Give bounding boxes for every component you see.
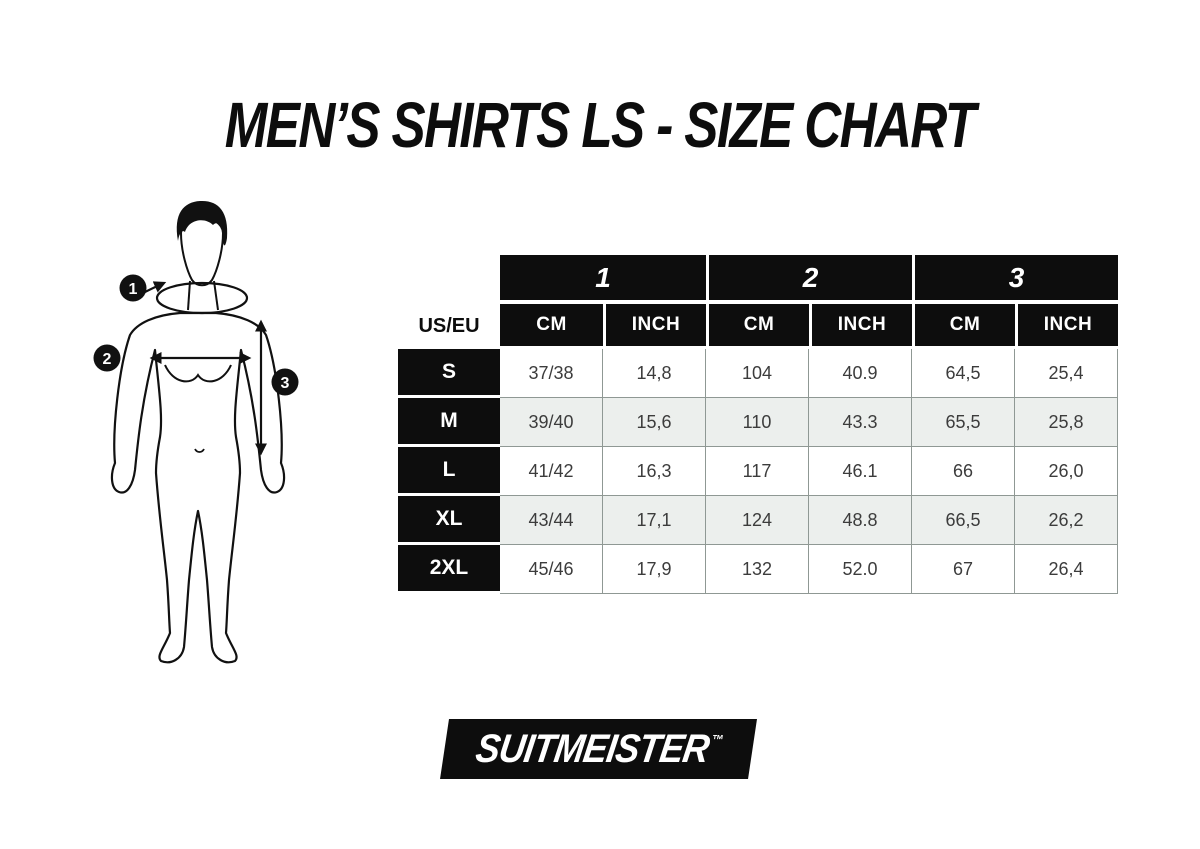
value-cell: 110 [706,398,809,447]
size-label: M [398,398,500,447]
value-cell: 132 [706,545,809,594]
value-cell: 39/40 [500,398,603,447]
page-title: MEN’S SHIRTS LS - SIZE CHART [0,88,1200,162]
value-cell: 17,1 [603,496,706,545]
value-cell: 17,9 [603,545,706,594]
marker-1-label: 1 [129,281,138,298]
figure-face [179,217,225,287]
marker-2-label: 2 [103,351,112,368]
group-header-3: 3 [912,255,1118,304]
value-cell: 48.8 [809,496,912,545]
table-row-l: L 41/42 16,3 117 46.1 66 26,0 [398,447,1118,496]
value-cell: 43.3 [809,398,912,447]
value-cell: 104 [706,349,809,398]
value-cell: 16,3 [603,447,706,496]
table-row-xl: XL 43/44 17,1 124 48.8 66,5 26,2 [398,496,1118,545]
table-row-m: M 39/40 15,6 110 43.3 65,5 25,8 [398,398,1118,447]
value-cell: 25,4 [1015,349,1118,398]
neck-measure-ellipse [155,281,249,315]
marker-2-badge: 2 [93,344,121,372]
navel [194,448,205,453]
figure-hair [176,200,228,246]
value-cell: 26,2 [1015,496,1118,545]
corner-label: US/EU [398,304,500,349]
value-cell: 66,5 [912,496,1015,545]
value-cell: 41/42 [500,447,603,496]
value-cell: 25,8 [1015,398,1118,447]
figure-neck-left [187,280,191,311]
size-table: 1 2 3 US/EU CM INCH CM INCH CM INCH S 37… [398,255,1118,594]
value-cell: 26,4 [1015,545,1118,594]
group-header-1: 1 [500,255,706,304]
column-header-inch-2: INCH [809,304,912,349]
value-cell: 26,0 [1015,447,1118,496]
column-header-inch-1: INCH [603,304,706,349]
value-cell: 124 [706,496,809,545]
value-cell: 67 [912,545,1015,594]
value-cell: 52.0 [809,545,912,594]
column-header-cm-1: CM [500,304,603,349]
marker-3-badge: 3 [271,368,299,396]
value-cell: 45/46 [500,545,603,594]
value-cell: 15,6 [603,398,706,447]
column-header-cm-2: CM [706,304,809,349]
figure-body-outline [110,311,286,664]
marker-3-label: 3 [281,375,290,392]
value-cell: 117 [706,447,809,496]
trademark-symbol: ™ [709,731,724,747]
value-cell: 65,5 [912,398,1015,447]
chest-line [164,364,232,383]
group-header-spacer [398,255,500,304]
logo-wordmark: SUITMEISTER [472,726,712,771]
body-measurement-diagram: 1 2 3 [93,200,299,664]
size-label: S [398,349,500,398]
table-row-s: S 37/38 14,8 104 40.9 64,5 25,4 [398,349,1118,398]
table-group-header-row: 1 2 3 [398,255,1118,304]
value-cell: 43/44 [500,496,603,545]
value-cell: 64,5 [912,349,1015,398]
group-header-2: 2 [706,255,912,304]
value-cell: 46.1 [809,447,912,496]
size-label: XL [398,496,500,545]
value-cell: 14,8 [603,349,706,398]
table-column-header-row: US/EU CM INCH CM INCH CM INCH [398,304,1118,349]
column-header-inch-3: INCH [1015,304,1118,349]
size-label: 2XL [398,545,500,594]
column-header-cm-3: CM [912,304,1015,349]
suitmeister-logo: SUITMEISTER™ [440,719,757,779]
value-cell: 37/38 [500,349,603,398]
size-label: L [398,447,500,496]
marker-1-badge: 1 [119,274,147,302]
table-row-2xl: 2XL 45/46 17,9 132 52.0 67 26,4 [398,545,1118,594]
page-title-text: MEN’S SHIRTS LS - SIZE CHART [225,89,976,161]
value-cell: 40.9 [809,349,912,398]
logo-text: SUITMEISTER™ [472,727,724,772]
figure-neck-right [213,280,219,311]
value-cell: 66 [912,447,1015,496]
